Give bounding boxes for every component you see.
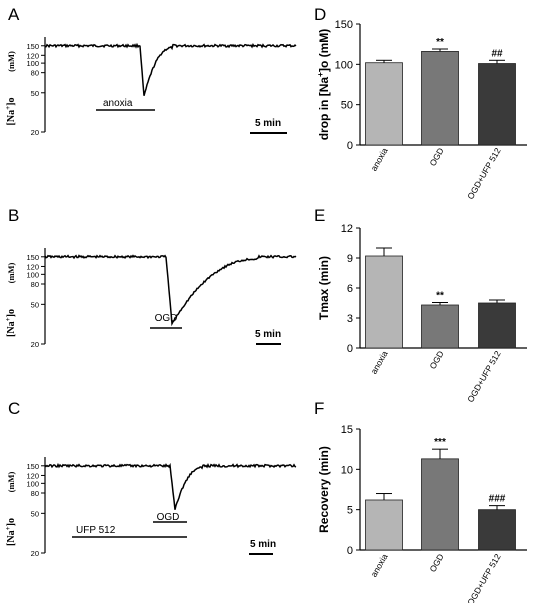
y-tick-label: 0 bbox=[347, 343, 353, 355]
y-tick-label: 80 bbox=[31, 69, 39, 78]
y-tick-label: 50 bbox=[31, 300, 39, 309]
y-tick-label: 120 bbox=[26, 51, 39, 60]
y-tick-label: 150 bbox=[26, 462, 39, 471]
bar bbox=[421, 304, 459, 349]
scale-bar-label: 5 min bbox=[255, 118, 281, 129]
category-label: anoxia bbox=[369, 552, 390, 579]
sodium-trace bbox=[44, 42, 297, 96]
bar bbox=[421, 51, 459, 146]
significance-label: ** bbox=[436, 37, 444, 48]
category-label: OGD+UFP 512 bbox=[465, 349, 503, 404]
y-axis-label: Recovery (min) bbox=[317, 446, 331, 533]
y-axis-label: Tmax (min) bbox=[317, 256, 331, 320]
bar-panel-f: F 0 5 10 15 Recovery (min) anoxia *** OGD ### OGD+… bbox=[314, 399, 527, 603]
significance-label: ### bbox=[489, 494, 506, 505]
y-axis-label: [Na+]o bbox=[4, 98, 17, 126]
y-tick-label: 100 bbox=[26, 59, 39, 68]
y-tick-label: 9 bbox=[347, 253, 353, 265]
condition-label: UFP 512 bbox=[76, 525, 116, 536]
panel-letter: F bbox=[314, 399, 324, 418]
bar bbox=[478, 509, 516, 551]
bar-panel-d: D 0 50 100 150 drop in [Na+]o (mM) anoxia ** OGD… bbox=[314, 5, 527, 201]
condition-label: anoxia bbox=[103, 98, 133, 109]
y-tick-label: 6 bbox=[347, 283, 353, 295]
y-tick-label: 20 bbox=[31, 340, 39, 349]
panel-letter: D bbox=[314, 5, 326, 24]
bar bbox=[365, 62, 403, 146]
significance-label: ** bbox=[436, 291, 444, 302]
y-tick-label: 0 bbox=[347, 140, 353, 152]
sodium-trace bbox=[44, 462, 297, 510]
y-tick-label: 80 bbox=[31, 280, 39, 289]
bar bbox=[478, 63, 516, 146]
category-label: OGD bbox=[427, 146, 445, 168]
bar-panel-e: E 0 3 6 9 12 Tmax (min) anoxia ** OGD OGD+UFP 512 bbox=[314, 206, 527, 404]
y-tick-label: 15 bbox=[341, 424, 353, 436]
y-tick-label: 20 bbox=[31, 549, 39, 558]
bar bbox=[365, 499, 403, 551]
y-axis-label: [Na+]o bbox=[4, 309, 17, 337]
bar bbox=[421, 458, 459, 551]
category-label: OGD+UFP 512 bbox=[465, 146, 503, 201]
condition-label: OGD bbox=[155, 313, 178, 324]
category-label: OGD+UFP 512 bbox=[465, 552, 503, 603]
y-tick-label: 12 bbox=[341, 223, 353, 235]
significance-label: ## bbox=[491, 48, 503, 59]
category-label: anoxia bbox=[369, 146, 390, 173]
sodium-trace bbox=[44, 254, 297, 327]
y-tick-label: 120 bbox=[26, 262, 39, 271]
scale-bar-label: 5 min bbox=[250, 539, 276, 550]
y-tick-label: 0 bbox=[347, 545, 353, 557]
y-tick-label: 3 bbox=[347, 313, 353, 325]
y-tick-label: 80 bbox=[31, 489, 39, 498]
y-tick-label: 150 bbox=[335, 19, 353, 31]
y-tick-label: 100 bbox=[26, 479, 39, 488]
bar bbox=[478, 302, 516, 349]
condition-label: OGD bbox=[157, 512, 180, 523]
y-tick-label: 10 bbox=[341, 464, 353, 476]
y-axis-unit: (mM) bbox=[6, 471, 16, 492]
panel-letter: E bbox=[314, 206, 325, 225]
y-tick-label: 150 bbox=[26, 42, 39, 51]
y-tick-label: 120 bbox=[26, 471, 39, 480]
y-tick-label: 100 bbox=[26, 270, 39, 279]
y-tick-label: 50 bbox=[31, 89, 39, 98]
panel-letter: B bbox=[8, 206, 19, 225]
y-tick-label: 50 bbox=[341, 100, 353, 112]
y-axis-label: [Na+]o bbox=[4, 518, 17, 546]
y-tick-label: 20 bbox=[31, 128, 39, 137]
y-tick-label: 100 bbox=[335, 59, 353, 71]
panel-letter: A bbox=[8, 5, 20, 24]
bar bbox=[365, 255, 403, 349]
y-tick-label: 5 bbox=[347, 505, 353, 517]
y-axis-label: drop in [Na+]o (mM) bbox=[315, 29, 331, 141]
significance-label: *** bbox=[434, 437, 446, 448]
panel-letter: C bbox=[8, 399, 20, 418]
y-axis-unit: (mM) bbox=[6, 262, 16, 283]
category-label: OGD bbox=[427, 349, 445, 371]
category-label: anoxia bbox=[369, 349, 390, 376]
y-tick-label: 150 bbox=[26, 253, 39, 262]
y-axis-unit: (mM) bbox=[6, 51, 16, 72]
y-tick-label: 50 bbox=[31, 509, 39, 518]
category-label: OGD bbox=[427, 552, 445, 574]
scale-bar-label: 5 min bbox=[255, 329, 281, 340]
